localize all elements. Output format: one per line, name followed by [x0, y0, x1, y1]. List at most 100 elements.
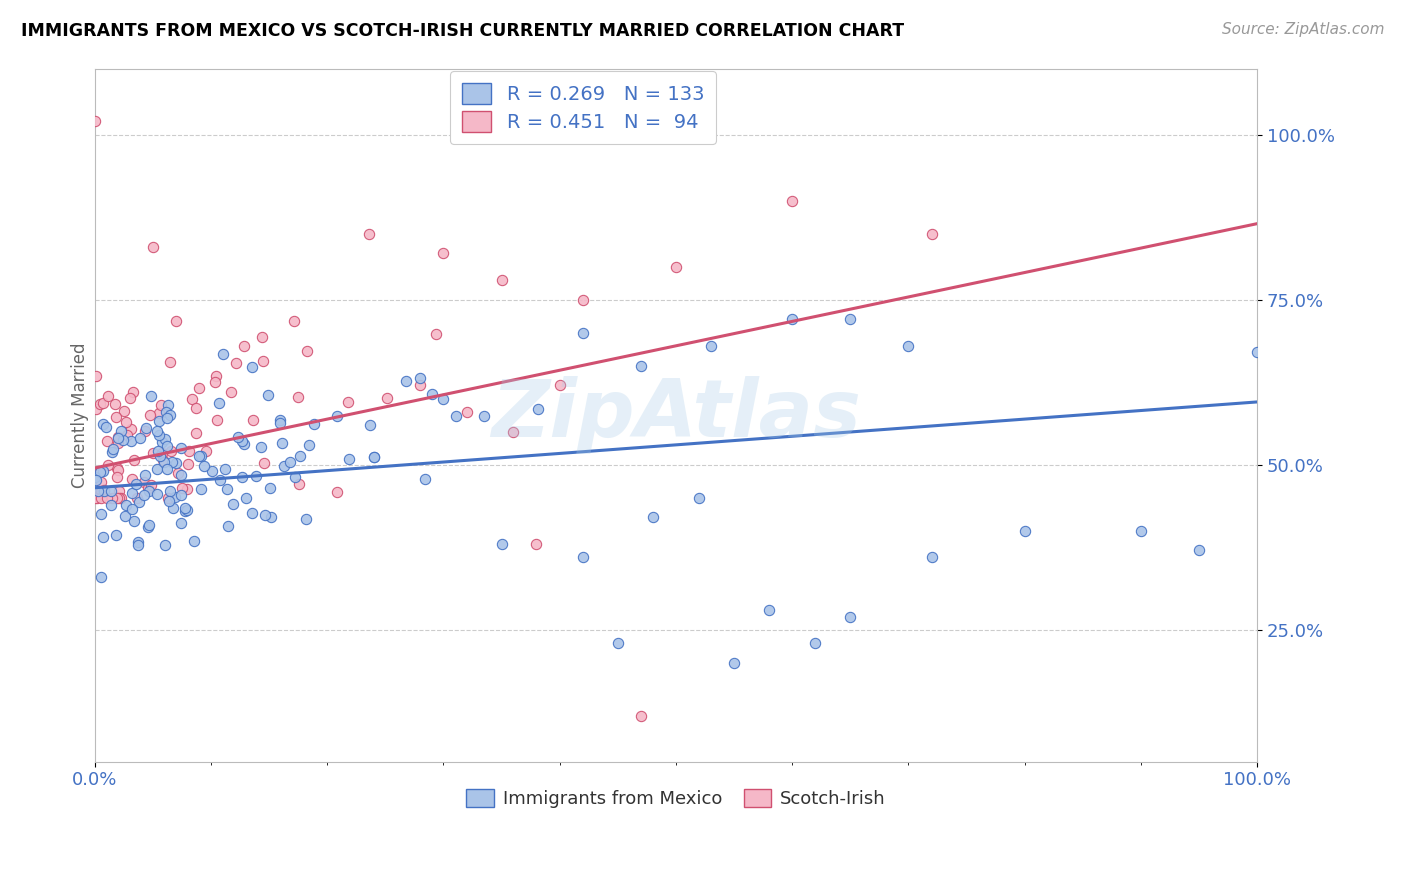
Point: [395, 375, 418, 389]
Point: [94, 419, 117, 434]
Point: [187, 381, 209, 395]
Point: [120, 422, 142, 436]
Point: [665, 260, 688, 274]
Point: [1129, 524, 1152, 538]
Point: [921, 550, 943, 565]
Point: [132, 488, 155, 502]
Point: [139, 478, 162, 492]
Point: [219, 384, 242, 399]
Point: [245, 468, 267, 483]
Point: [839, 609, 862, 624]
Point: [231, 470, 253, 484]
Point: [125, 477, 148, 491]
Point: [177, 444, 200, 458]
Point: [90, 508, 112, 522]
Point: [89, 464, 111, 478]
Point: [121, 471, 143, 485]
Point: [1188, 543, 1211, 558]
Point: [155, 462, 177, 476]
Point: [90, 570, 112, 584]
Point: [284, 470, 307, 484]
Point: [93, 483, 115, 497]
Point: [125, 491, 148, 505]
Point: [201, 464, 224, 478]
Point: [271, 436, 294, 450]
Point: [111, 433, 134, 447]
Point: [170, 441, 193, 455]
Point: [139, 389, 162, 403]
Point: [288, 477, 311, 491]
Y-axis label: Currently Married: Currently Married: [72, 343, 89, 488]
Point: [641, 510, 664, 524]
Point: [242, 413, 264, 427]
Point: [91, 396, 114, 410]
Point: [112, 403, 135, 417]
Point: [288, 450, 311, 464]
Point: [225, 356, 247, 370]
Point: [190, 450, 212, 464]
Point: [257, 387, 280, 401]
Point: [204, 376, 226, 390]
Point: [235, 491, 257, 505]
Point: [183, 534, 205, 549]
Point: [100, 498, 122, 512]
Point: [152, 452, 174, 467]
Point: [159, 355, 181, 369]
Point: [326, 409, 349, 424]
Point: [287, 391, 309, 405]
Point: [156, 439, 179, 453]
Point: [630, 359, 652, 373]
Point: [84, 473, 107, 487]
Point: [240, 506, 263, 520]
Point: [184, 426, 207, 441]
Point: [155, 405, 177, 419]
Point: [162, 501, 184, 516]
Point: [165, 456, 187, 470]
Point: [115, 498, 138, 512]
Point: [359, 418, 381, 433]
Point: [302, 417, 325, 431]
Point: [184, 401, 207, 416]
Point: [359, 227, 381, 241]
Point: [101, 491, 124, 505]
Point: [103, 442, 125, 456]
Point: [156, 410, 179, 425]
Point: [160, 444, 183, 458]
Point: [205, 369, 228, 384]
Point: [114, 509, 136, 524]
Point: [415, 472, 437, 486]
Point: [548, 378, 571, 392]
Point: [159, 483, 181, 498]
Point: [491, 537, 513, 551]
Point: [157, 491, 180, 505]
Point: [115, 428, 138, 442]
Point: [118, 392, 141, 406]
Text: IMMIGRANTS FROM MEXICO VS SCOTCH-IRISH CURRENTLY MARRIED CORRELATION CHART: IMMIGRANTS FROM MEXICO VS SCOTCH-IRISH C…: [21, 22, 904, 40]
Point: [121, 385, 143, 400]
Point: [250, 440, 273, 454]
Point: [176, 483, 198, 497]
Point: [326, 484, 349, 499]
Point: [96, 491, 118, 505]
Point: [107, 435, 129, 450]
Point: [173, 504, 195, 518]
Point: [572, 326, 595, 340]
Point: [153, 432, 176, 446]
Point: [129, 431, 152, 445]
Point: [105, 491, 128, 505]
Point: [83, 114, 105, 128]
Point: [134, 424, 156, 438]
Point: [84, 470, 107, 484]
Point: [153, 455, 176, 469]
Point: [606, 636, 628, 650]
Point: [839, 312, 862, 326]
Point: [176, 503, 198, 517]
Point: [153, 537, 176, 551]
Point: [115, 415, 138, 429]
Point: [252, 354, 274, 368]
Point: [233, 437, 256, 451]
Point: [630, 708, 652, 723]
Point: [89, 396, 111, 410]
Point: [170, 488, 193, 502]
Point: [89, 465, 111, 479]
